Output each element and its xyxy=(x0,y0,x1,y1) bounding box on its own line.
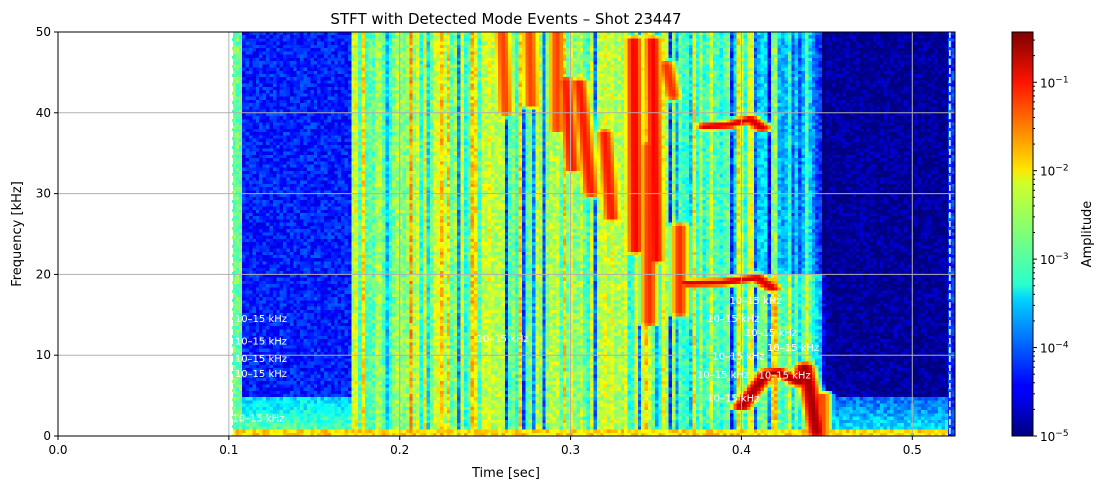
event-annotation: 10–15 kHz xyxy=(707,314,759,325)
event-annotation: 10–15 kHz xyxy=(232,413,284,424)
axis-ticks: 0.0 0.1 0.2 0.3 0.4 0.5 0 10 20 30 40 50 xyxy=(36,25,922,457)
y-tick-label: 50 xyxy=(36,25,51,39)
chart-title: STFT with Detected Mode Events – Shot 23… xyxy=(330,10,681,28)
y-tick-label: 40 xyxy=(36,106,51,120)
event-annotation: 10–15 kHz xyxy=(707,394,759,405)
x-tick-label: 0.2 xyxy=(390,443,409,457)
plot-frame xyxy=(57,31,956,437)
colorbar-ticks: 10−5 10−4 10−3 10−2 10−1 xyxy=(1033,39,1069,444)
colorbar-label: Amplitude xyxy=(1080,201,1095,268)
spectrogram-heatmap xyxy=(58,32,955,436)
colorbar-tick-label: 10−5 xyxy=(1040,429,1069,444)
event-annotation: 10–15 kHz xyxy=(745,328,797,339)
x-tick-label: 0.0 xyxy=(48,443,67,457)
y-tick-label: 10 xyxy=(36,348,51,362)
colorbar-tick-label: 10−3 xyxy=(1040,252,1069,267)
event-annotation: 10–15 kHz xyxy=(759,371,811,382)
grid-lines xyxy=(57,31,955,437)
x-tick-label: 0.5 xyxy=(903,443,922,457)
event-annotation: 10–15 kHz xyxy=(697,370,749,381)
event-annotation: 10–15 kHz xyxy=(235,337,287,348)
colorbar xyxy=(1011,31,1034,437)
colorbar-tick-label: 10−1 xyxy=(1040,75,1069,90)
colorbar-tick-label: 10−4 xyxy=(1040,341,1069,356)
event-annotation: 10–15 kHz xyxy=(712,351,764,362)
x-tick-label: 0.1 xyxy=(219,443,238,457)
x-tick-label: 0.4 xyxy=(732,443,751,457)
event-annotation: 10–15 kHz xyxy=(235,354,287,365)
event-annotation: 10–15 kHz xyxy=(235,369,287,380)
x-tick-label: 0.3 xyxy=(561,443,580,457)
event-markers xyxy=(231,32,951,436)
event-annotation: 10–15 kHz xyxy=(477,334,529,345)
event-annotation: 10–15 kHz xyxy=(767,343,819,354)
colorbar-tick-label: 10−2 xyxy=(1040,164,1069,179)
y-tick-label: 0 xyxy=(43,429,51,443)
x-axis-label: Time [sec] xyxy=(471,466,540,481)
event-annotation: 10–15 kHz xyxy=(729,296,781,307)
y-tick-label: 30 xyxy=(36,187,51,201)
event-annotation: 10–15 kHz xyxy=(235,314,287,325)
y-axis-label: Frequency [kHz] xyxy=(10,181,25,287)
y-tick-label: 20 xyxy=(36,267,51,281)
